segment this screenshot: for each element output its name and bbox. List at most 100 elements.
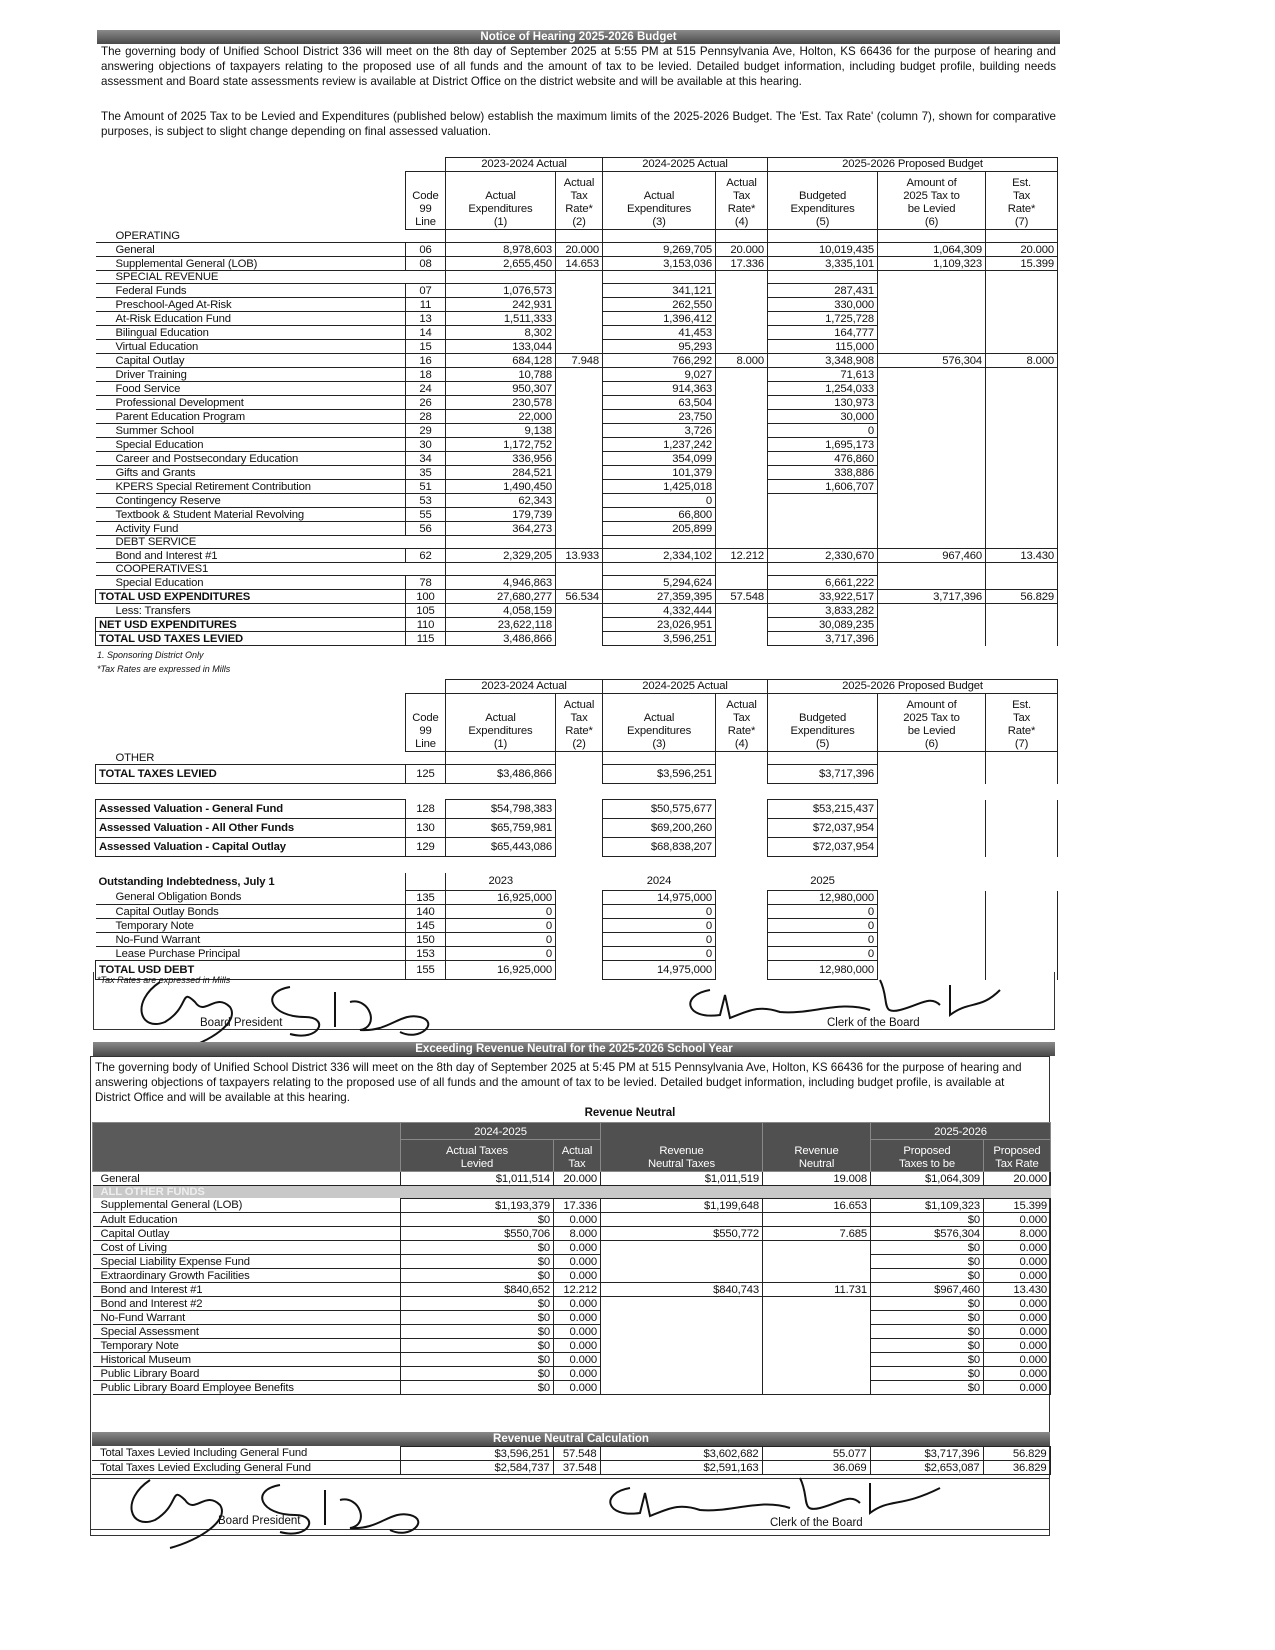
value-cell-col7 (985, 339, 1059, 354)
value-cell-col7 (985, 575, 1059, 590)
value-cell-col7 (985, 603, 1059, 618)
value-cell-col5 (767, 507, 879, 522)
value-cell-col1: 4,058,159 (445, 603, 556, 618)
empty-cell (602, 535, 717, 549)
value-cell-col2: 20.000 (554, 242, 604, 257)
row-label: Gifts and Grants (95, 465, 406, 480)
section-header-row: DEBT SERVICE (95, 535, 1059, 549)
col-header: Actual Expenditures (1) (445, 693, 556, 752)
value-cell-col2 (554, 799, 604, 819)
value-cell-col2: 7.948 (554, 353, 604, 368)
value-cell-col5: 476,860 (767, 451, 879, 466)
value-cell-col2 (554, 423, 604, 438)
row-label: Public Library Board Employee Benefits (92, 1380, 401, 1395)
code-cell: 110 (405, 617, 446, 632)
value-cell-col3 (600, 1352, 763, 1367)
empty-cell (445, 751, 556, 765)
row-label: TOTAL USD DEBT (95, 960, 406, 980)
value-cell-col1: 10,788 (445, 367, 556, 382)
table-row: Federal Funds 07 1,076,573 341,121 287,431 (95, 283, 1059, 298)
value-cell-col2 (554, 395, 604, 410)
value-cell-col5: 30,000 (767, 409, 879, 424)
row-label: Special Assessment (92, 1324, 401, 1339)
row-label: Bilingual Education (95, 325, 406, 340)
col-header: Actual Tax Rate* (2) (554, 693, 604, 752)
value-cell-col7: 20.000 (985, 242, 1059, 257)
value-cell-col2 (554, 325, 604, 340)
row-label: Bond and Interest #1 (92, 1282, 401, 1297)
code-cell: 125 (405, 764, 446, 784)
row-label: Historical Museum (92, 1352, 401, 1367)
value-cell-col5: 130,973 (767, 395, 879, 410)
value-cell-col5: $0 (870, 1352, 984, 1367)
value-cell-col1: $0 (400, 1366, 554, 1381)
value-cell-col6 (877, 904, 987, 919)
row-label: Activity Fund (95, 521, 406, 536)
value-cell-col3: 341,121 (602, 283, 717, 298)
value-cell-col4 (715, 283, 769, 298)
code-cell: 155 (405, 960, 446, 980)
row-label: Adult Education (92, 1212, 401, 1227)
value-cell-col6 (877, 764, 987, 784)
value-cell-col5: $0 (870, 1212, 984, 1227)
empty-cell (445, 535, 556, 549)
value-cell-col1: 1,511,333 (445, 311, 556, 326)
section-label: DEBT SERVICE (95, 535, 446, 549)
table-row: Capital Outlay $550,706 8.000 $550,772 7.685… (92, 1226, 1051, 1241)
table-row: KPERS Special Retirement Contribution 51 1… (95, 479, 1059, 494)
empty-cell (767, 535, 879, 549)
value-cell-col4: 8.000 (715, 353, 769, 368)
code-cell: 06 (405, 242, 446, 257)
value-cell-col2 (554, 890, 604, 905)
row-label: Special Education (95, 575, 406, 590)
value-cell-col7 (985, 764, 1059, 784)
empty-cell (877, 751, 987, 765)
value-cell-col4 (762, 1240, 871, 1255)
value-cell-col5: 338,886 (767, 465, 879, 480)
col-header: Revenue Neutral Taxes (600, 1122, 763, 1172)
value-cell-col6 (877, 339, 987, 354)
value-cell-col3: 766,292 (602, 353, 717, 368)
value-cell-col7 (985, 493, 1059, 508)
value-cell-col3: 4,332,444 (602, 603, 717, 618)
value-cell-col2 (554, 960, 604, 980)
value-cell-col2 (556, 873, 603, 891)
table-row: Public Library Board Employee Benefits $0… (92, 1380, 1051, 1395)
row-label: Outstanding Indebtedness, July 1 (98, 875, 275, 888)
value-cell-col5: $0 (870, 1310, 984, 1325)
section-header-row: SPECIAL REVENUE (95, 270, 1059, 284)
table-row: Driver Training 18 10,788 9,027 71,613 (95, 367, 1059, 382)
value-cell-col4: 7.685 (762, 1226, 871, 1241)
value-cell-col3: 63,504 (602, 395, 717, 410)
value-cell-col2: 20.000 (553, 1171, 601, 1186)
value-cell-col7 (985, 409, 1059, 424)
row-label: Contingency Reserve (95, 493, 406, 508)
table-row: NET USD EXPENDITURES 110 23,622,118 23,026,… (95, 617, 1059, 632)
value-cell-col6 (877, 325, 987, 340)
value-cell-col1: $0 (400, 1254, 554, 1269)
value-cell-col1: 284,521 (445, 465, 556, 480)
group-header-2025: 2025-2026 (870, 1122, 1051, 1140)
value-cell-col2 (554, 818, 604, 838)
value-cell-col6 (877, 575, 987, 590)
budget-table: 2023-2024 Actual 2024-2025 Actual 2025-2… (95, 157, 1059, 646)
value-cell-col6 (877, 437, 987, 452)
value-cell-col3: $1,199,648 (600, 1198, 763, 1213)
value-cell-col1: 9,138 (445, 423, 556, 438)
value-cell-col3: 1,237,242 (602, 437, 717, 452)
value-cell-col6: 1,064,309 (877, 242, 987, 257)
value-cell-col7: 13.430 (985, 548, 1059, 563)
value-cell-col7 (985, 521, 1059, 536)
value-cell-col1: 2,655,450 (445, 256, 556, 271)
value-cell-col4: 11.731 (762, 1282, 871, 1297)
value-cell-col5: 12,980,000 (767, 890, 879, 905)
table-row: Gifts and Grants 35 284,521 101,379 338,886 (95, 465, 1059, 480)
value-cell-col4 (762, 1212, 871, 1227)
value-cell-col7: 15.399 (985, 256, 1059, 271)
value-cell-col3: $3,596,251 (602, 764, 717, 784)
code-cell: 13 (405, 311, 446, 326)
value-cell-col5: $1,064,309 (870, 1171, 984, 1186)
code-cell: 150 (405, 932, 446, 947)
code-cell: 56 (405, 521, 446, 536)
value-cell-col5: 30,089,235 (767, 617, 879, 632)
